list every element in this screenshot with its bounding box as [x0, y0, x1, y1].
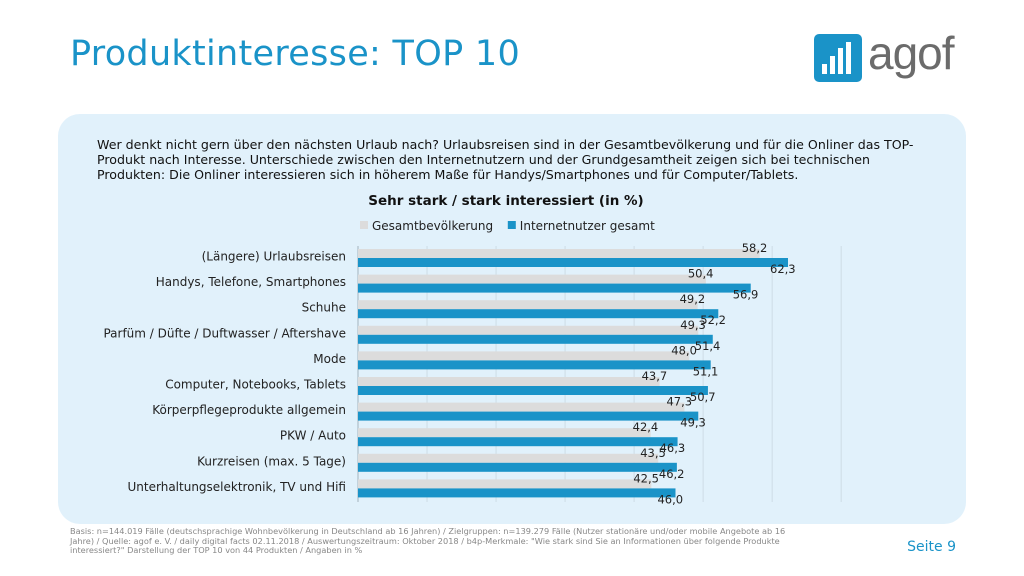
legend-swatch-1 [360, 221, 368, 229]
bar-gesamtbevoelkerung [358, 325, 699, 335]
data-label: 42,4 [633, 420, 659, 434]
page-number: Seite 9 [907, 539, 956, 555]
category-label: Computer, Notebooks, Tablets [165, 378, 346, 392]
legend-label-2: Internetnutzer gesamt [520, 219, 655, 233]
bar-internetnutzer [358, 258, 788, 267]
bar-chart: Sehr stark / stark interessiert (in %) Ge… [103, 193, 842, 506]
legend-swatch-2 [507, 221, 516, 229]
category-label: Mode [313, 352, 346, 366]
category-label: Handys, Telefone, Smartphones [156, 275, 346, 289]
data-label: 43,5 [640, 446, 666, 460]
bar-internetnutzer [358, 360, 711, 370]
footnote: Basis: n=144.019 Fälle (deutschsprachige… [70, 526, 786, 556]
data-label: 50,7 [690, 390, 716, 404]
data-label: 47,3 [666, 395, 692, 409]
bar-gesamtbevoelkerung [358, 300, 698, 310]
bar-internetnutzer [358, 462, 677, 472]
bar-internetnutzer [358, 283, 751, 293]
bar-internetnutzer [358, 334, 713, 344]
data-label: 62,3 [770, 262, 796, 276]
data-label: 52,2 [700, 313, 726, 327]
category-label: Körperpflegeprodukte allgemein [152, 403, 346, 417]
data-label: 56,9 [733, 288, 759, 302]
data-label: 58,2 [742, 241, 768, 255]
agof-logo: agof [814, 27, 964, 84]
category-label: Kurzreisen (max. 5 Tage) [197, 454, 346, 468]
data-label: 46,2 [659, 467, 685, 481]
bar-gesamtbevoelkerung [358, 453, 659, 463]
data-label: 43,7 [642, 369, 668, 383]
bar-gesamtbevoelkerung [358, 428, 651, 438]
data-label: 46,3 [660, 441, 686, 455]
category-label: Schuhe [302, 301, 346, 315]
bar-internetnutzer [358, 411, 699, 421]
bar-gesamtbevoelkerung [358, 274, 706, 284]
page-title: Produktinteresse: TOP 10 [70, 34, 521, 74]
chart-title: Sehr stark / stark interessiert (in %) [368, 193, 643, 209]
data-label: 49,3 [680, 416, 706, 430]
bar-chart-icon [814, 34, 862, 82]
data-label: 46,0 [657, 492, 683, 506]
data-label: 49,3 [680, 318, 706, 332]
bar-gesamtbevoelkerung [358, 249, 760, 258]
data-label: 42,5 [633, 471, 659, 485]
category-label: PKW / Auto [280, 429, 346, 443]
bar-internetnutzer [358, 309, 719, 319]
data-label: 48,0 [671, 343, 697, 357]
bar-internetnutzer [358, 437, 678, 447]
legend-label-1: Gesamtbevölkerung [372, 219, 493, 233]
data-label: 51,1 [693, 364, 719, 378]
data-label: 51,4 [695, 339, 721, 353]
bar-gesamtbevoelkerung [358, 377, 660, 386]
bar-internetnutzer [358, 386, 708, 395]
data-label: 50,4 [688, 267, 714, 281]
logo-wordmark: agof [868, 27, 955, 79]
category-label: Unterhaltungselektronik, TV und Hifi [128, 480, 346, 494]
intro-text: Wer denkt nicht gern über den nächsten U… [97, 137, 914, 182]
category-label: Parfüm / Düfte / Duftwasser / Aftershave [103, 326, 346, 340]
data-label: 49,2 [680, 292, 706, 306]
bar-internetnutzer [358, 488, 676, 498]
bar-gesamtbevoelkerung [358, 351, 690, 361]
category-label: (Längere) Urlaubsreisen [202, 250, 346, 264]
bar-gesamtbevoelkerung [358, 402, 685, 412]
bar-gesamtbevoelkerung [358, 479, 652, 489]
